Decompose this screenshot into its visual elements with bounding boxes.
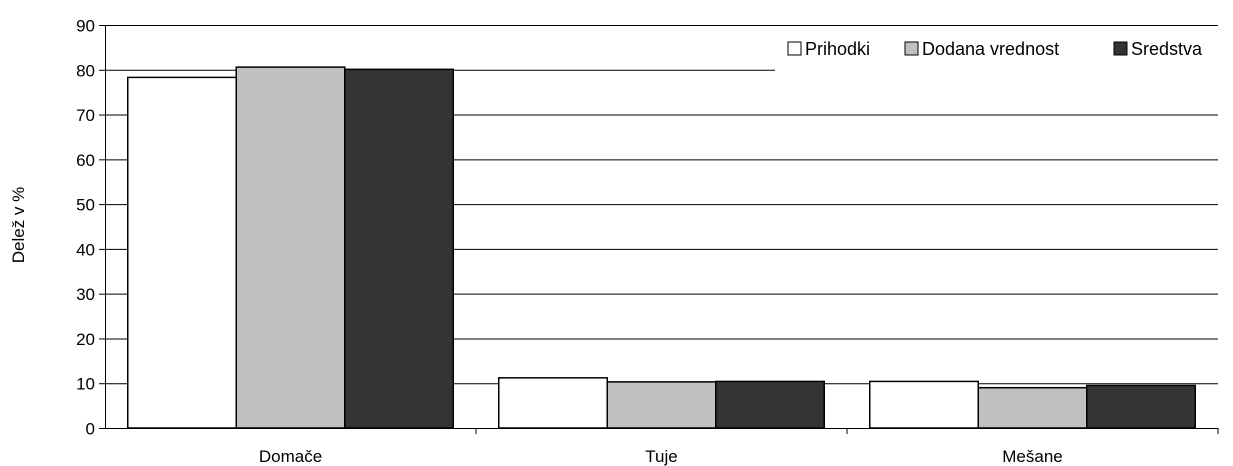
bar-sredstva-0 [344, 68, 454, 429]
bar-prihodki-2 [869, 380, 979, 429]
y-tick-label: 10 [76, 375, 95, 394]
legend-label: Prihodki [805, 39, 870, 59]
y-tick-label: 40 [76, 240, 95, 259]
y-tick-label: 0 [86, 420, 95, 439]
legend-swatch [787, 41, 802, 56]
x-tick-label: Domače [259, 447, 322, 466]
y-tick-label: 90 [76, 17, 95, 36]
bar-prihodki-1 [498, 377, 608, 429]
y-tick-label: 30 [76, 285, 95, 304]
x-tick-label: Mešane [1002, 447, 1062, 466]
bar-dodana-vrednost-0 [235, 66, 346, 429]
y-tick-label: 20 [76, 330, 95, 349]
legend-swatch [1113, 41, 1128, 56]
x-tick-label: Tuje [645, 447, 677, 466]
bar-prihodki-0 [127, 76, 237, 429]
y-tick-label: 80 [76, 61, 95, 80]
bar-dodana-vrednost-2 [977, 386, 1088, 429]
x-tick-labels: Domače Tuje Mešane [259, 447, 1063, 466]
legend: Prihodki Dodana vrednost Sredstva [775, 32, 1225, 76]
y-axis-title: Delež v % [9, 187, 28, 264]
y-tick-label: 70 [76, 106, 95, 125]
bar-dodana-vrednost-1 [606, 381, 717, 429]
y-tick-label: 60 [76, 151, 95, 170]
bar-sredstva-1 [715, 380, 825, 429]
bar-sredstva-2 [1086, 384, 1196, 429]
legend-label: Sredstva [1131, 39, 1203, 59]
bars [127, 66, 1196, 429]
y-tick-labels: 0 10 20 30 40 50 60 70 80 90 [76, 17, 95, 439]
legend-label: Dodana vrednost [922, 39, 1059, 59]
y-tick-label: 50 [76, 196, 95, 215]
legend-swatch [904, 41, 919, 56]
legend-background [775, 32, 1225, 76]
axes [99, 25, 1219, 434]
